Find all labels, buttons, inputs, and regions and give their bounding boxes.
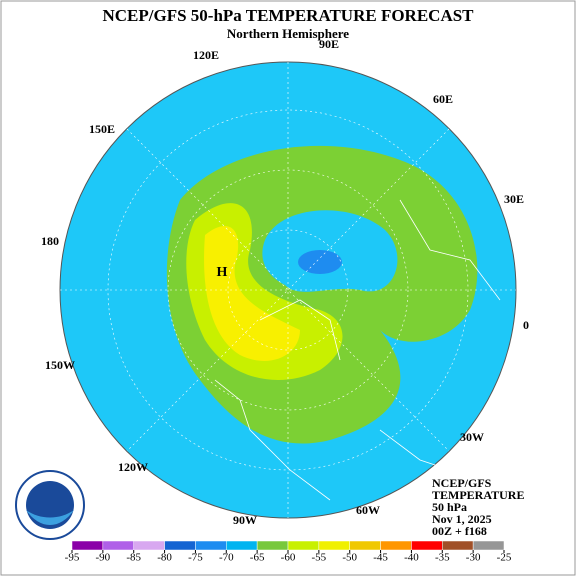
colorbar-segment xyxy=(442,540,474,551)
colorbar-segment xyxy=(287,540,320,551)
colorbar-segment xyxy=(164,540,196,551)
title: NCEP/GFS 50-hPa TEMPERATURE FORECAST xyxy=(102,6,474,25)
longitude-label: 90W xyxy=(233,513,257,527)
colorbar-segment xyxy=(318,540,350,551)
colorbar-label: -55 xyxy=(312,552,327,564)
colorbar-label: -25 xyxy=(497,552,512,564)
colorbar-label: -85 xyxy=(126,552,141,564)
longitude-label: 150W xyxy=(45,358,75,372)
longitude-label: 30E xyxy=(504,192,524,206)
info-line: Nov 1, 2025 xyxy=(432,512,492,526)
colorbar-segment xyxy=(71,540,104,551)
colorbar-segment xyxy=(102,540,134,551)
info-line: 00Z + f168 xyxy=(432,524,487,538)
colorbar-segment xyxy=(349,540,381,551)
colorbar-label: -70 xyxy=(219,552,234,564)
noaa-logo xyxy=(15,470,85,540)
longitude-label: 120W xyxy=(118,460,148,474)
colorbar-label: -30 xyxy=(466,552,481,564)
colorbar-segment xyxy=(133,540,165,551)
colorbar-segment xyxy=(380,540,412,551)
colorbar-segment xyxy=(226,540,258,551)
info-line: NCEP/GFS xyxy=(432,476,492,490)
colorbar-segment xyxy=(195,540,227,551)
colorbar-label: -60 xyxy=(281,552,296,564)
colorbar-label: -65 xyxy=(250,552,265,564)
longitude-label: 60W xyxy=(356,503,380,517)
info-line: 50 hPa xyxy=(432,500,467,514)
colorbar-segment xyxy=(256,540,289,551)
graticule xyxy=(60,62,516,518)
yellow-region xyxy=(204,226,300,361)
colorbar-segment xyxy=(472,540,505,551)
cold-core xyxy=(298,250,342,274)
colorbar-label: -90 xyxy=(96,552,111,564)
subtitle: Northern Hemisphere xyxy=(227,26,349,41)
longitude-label: 90E xyxy=(319,37,339,51)
colorbar-label: -75 xyxy=(188,552,203,564)
colorbar-label: -80 xyxy=(157,552,172,564)
colorbar-label: -95 xyxy=(65,552,80,564)
colorbar-label: -35 xyxy=(435,552,450,564)
high-marker: H xyxy=(217,265,228,280)
colorbar-label: -45 xyxy=(373,552,388,564)
longitude-label: 0 xyxy=(523,318,529,332)
coastlines xyxy=(214,199,501,501)
colorbar-label: -40 xyxy=(404,552,419,564)
colorbar-label: -50 xyxy=(342,552,357,564)
longitude-label: 180 xyxy=(41,234,59,248)
colorbar-segment xyxy=(411,540,443,551)
longitude-label: 150E xyxy=(89,122,115,136)
longitude-label: 60E xyxy=(433,92,453,106)
longitude-label: 120E xyxy=(193,48,219,62)
longitude-label: 30W xyxy=(460,430,484,444)
info-line: TEMPERATURE xyxy=(432,488,524,502)
